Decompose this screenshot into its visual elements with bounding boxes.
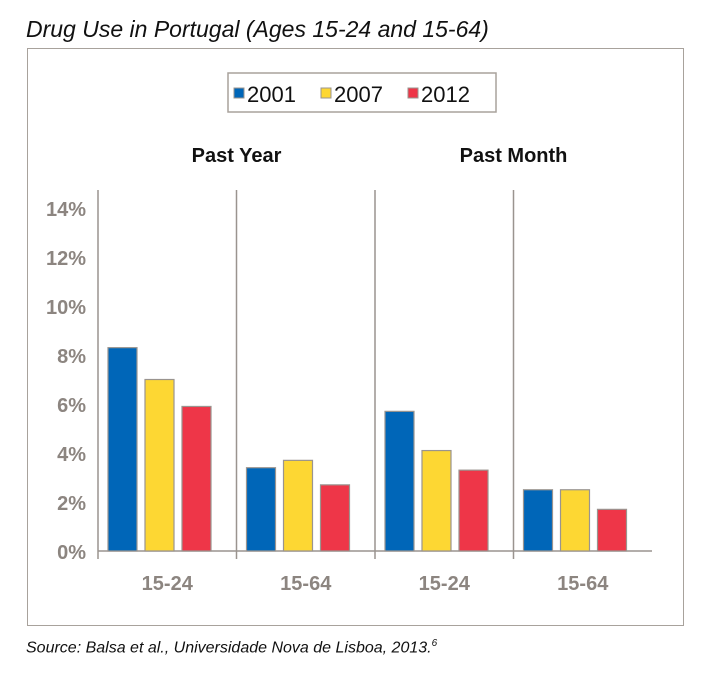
panel-header: Past Year — [192, 145, 282, 167]
y-tick-label: 10% — [46, 297, 86, 319]
y-tick-label: 2% — [57, 493, 86, 515]
legend-label-2001: 2001 — [247, 82, 296, 107]
chart-frame — [27, 48, 684, 626]
bar-2007-15-24 — [144, 378, 175, 552]
legend-box — [227, 72, 497, 113]
legend-swatch-2001 — [233, 87, 245, 99]
bar-2001-15-24 — [107, 347, 138, 552]
bar-2012-15-64 — [319, 484, 351, 552]
source-note: Source: Balsa et al., Universidade Nova … — [26, 638, 437, 657]
bar-2007-15-24 — [421, 449, 452, 552]
legend-label-2012: 2012 — [421, 82, 470, 107]
bar-2001-15-64 — [245, 467, 277, 552]
legend-swatch-2007 — [320, 87, 332, 99]
bar-2012-15-24 — [181, 405, 212, 552]
source-footnote: 6 — [431, 638, 438, 649]
legend-swatch-2012 — [407, 87, 419, 99]
y-tick-label: 8% — [57, 346, 86, 368]
x-tick-label: 15-24 — [419, 573, 471, 595]
chart-title: Drug Use in Portugal (Ages 15-24 and 15-… — [26, 16, 489, 42]
bar-2012-15-64 — [596, 508, 628, 552]
bar-2007-15-64 — [282, 459, 314, 552]
bar-2001-15-24 — [384, 410, 415, 552]
x-tick-label: 15-64 — [557, 573, 609, 595]
bar-2001-15-64 — [522, 489, 554, 552]
y-tick-label: 12% — [46, 248, 86, 270]
y-tick-label: 0% — [57, 542, 86, 564]
y-tick-label: 6% — [57, 395, 86, 417]
x-tick-label: 15-24 — [142, 573, 194, 595]
source-text: Source: Balsa et al., Universidade Nova … — [26, 639, 432, 657]
bar-2012-15-24 — [458, 469, 489, 552]
panel-header: Past Month — [460, 145, 568, 167]
x-tick-label: 15-64 — [280, 573, 332, 595]
legend-label-2007: 2007 — [334, 82, 383, 107]
y-tick-label: 4% — [57, 444, 86, 466]
bar-2007-15-64 — [559, 489, 591, 552]
y-tick-label: 14% — [46, 199, 86, 221]
